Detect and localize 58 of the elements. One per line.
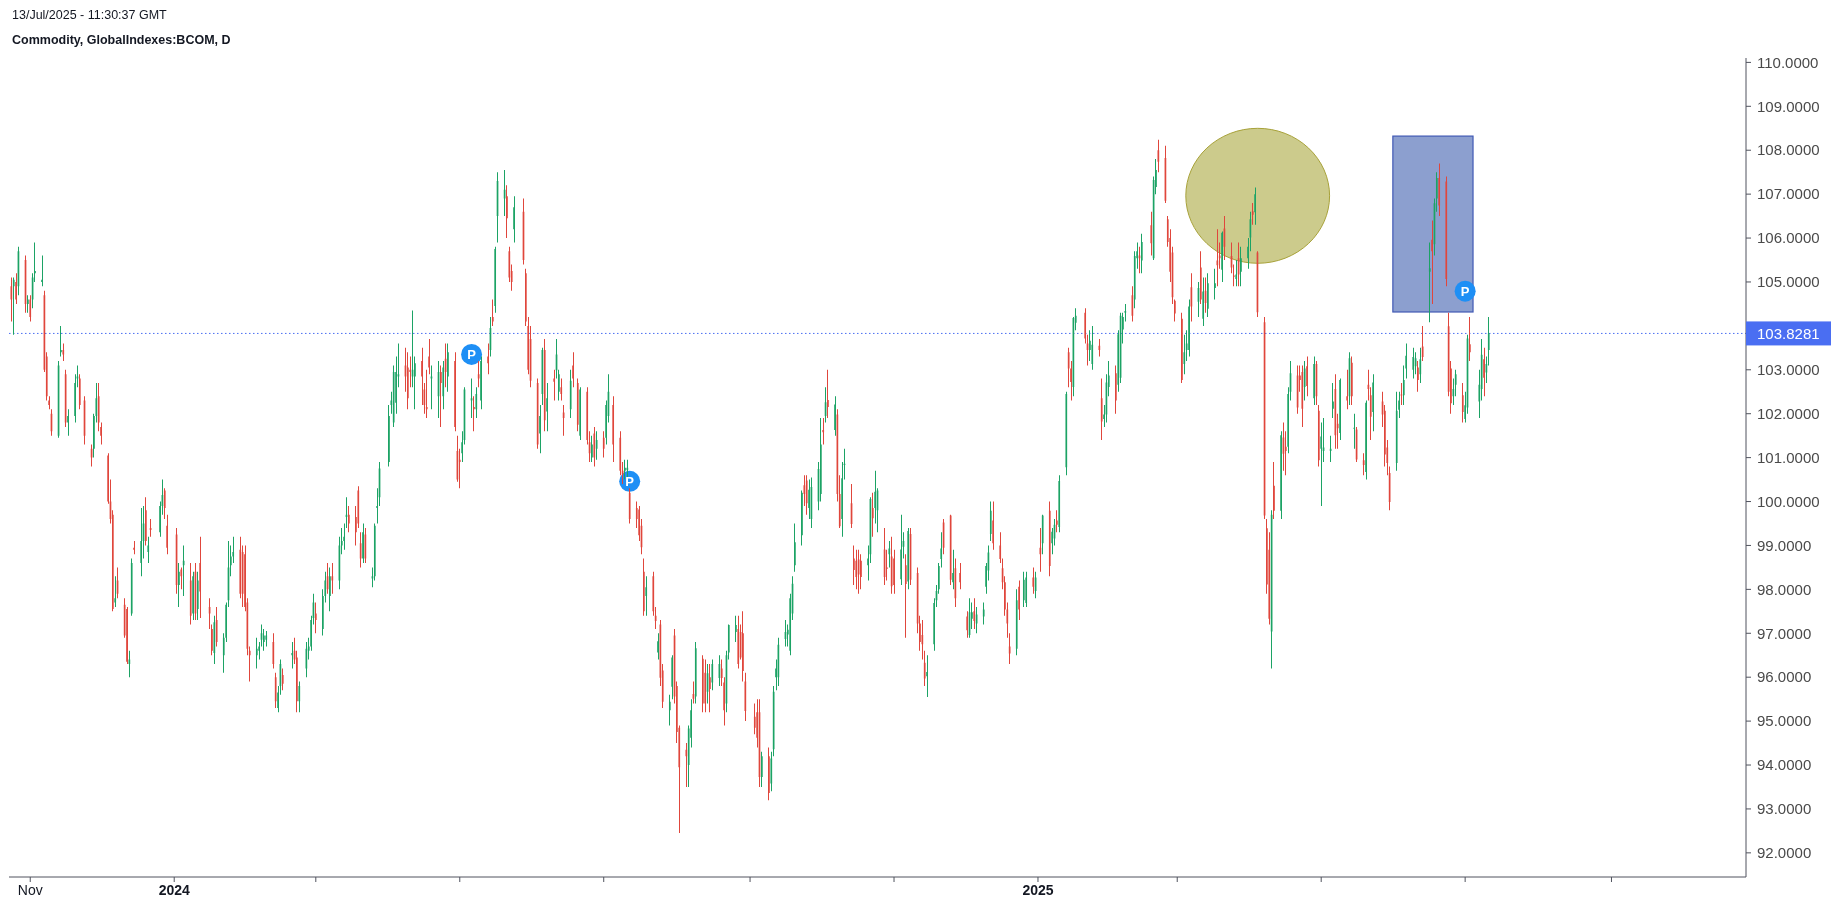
y-tick-label: 96.0000 bbox=[1757, 668, 1812, 686]
y-tick-label: 99.0000 bbox=[1757, 536, 1812, 554]
candlestick bbox=[1362, 453, 1365, 476]
candlestick bbox=[41, 255, 43, 287]
candlestick bbox=[1332, 382, 1334, 419]
candlestick bbox=[1428, 242, 1431, 323]
candlestick bbox=[1056, 510, 1058, 533]
candlestick bbox=[822, 418, 825, 445]
y-tick-label: 103.0000 bbox=[1757, 361, 1820, 379]
candlestick bbox=[114, 576, 117, 607]
candlestick bbox=[1216, 229, 1219, 287]
annotation: P bbox=[467, 347, 477, 363]
y-tick-label: 102.0000 bbox=[1757, 404, 1820, 422]
y-tick-label: 110.0000 bbox=[1757, 53, 1819, 71]
x-tick-label: Nov bbox=[17, 882, 43, 898]
candlestick bbox=[926, 655, 928, 697]
candlestick bbox=[827, 369, 829, 419]
candlestick bbox=[685, 743, 688, 787]
candlestick bbox=[473, 396, 475, 432]
candlestick bbox=[1431, 220, 1433, 304]
y-tick-label: 108.0000 bbox=[1757, 141, 1820, 159]
candlestick bbox=[1039, 527, 1042, 572]
candlestick bbox=[331, 563, 334, 594]
candlestick bbox=[1400, 382, 1403, 405]
y-tick-label: 105.0000 bbox=[1757, 273, 1820, 291]
y-tick-label: 97.0000 bbox=[1757, 624, 1812, 642]
ref-line-label: 103.8281 bbox=[1757, 324, 1820, 342]
chart-title: Commodity, GlobalIndexes:BCOM, D bbox=[12, 33, 231, 47]
y-tick-label: 106.0000 bbox=[1757, 229, 1820, 247]
x-tick-label: 2024 bbox=[158, 882, 190, 898]
candlestick bbox=[1214, 268, 1216, 300]
candlestick bbox=[1353, 413, 1356, 449]
text: 13/Jul/2025 - 11:30:37 GMT bbox=[12, 8, 168, 22]
candlestick bbox=[1251, 202, 1254, 225]
y-tick-label: 94.0000 bbox=[1757, 756, 1812, 774]
y-tick-label: 93.0000 bbox=[1757, 800, 1812, 818]
candlestick bbox=[1346, 369, 1348, 410]
annotation: P bbox=[625, 474, 635, 490]
y-tick-label: 101.0000 bbox=[1757, 448, 1820, 466]
y-tick-label: 100.0000 bbox=[1757, 492, 1820, 510]
y-tick-label: 98.0000 bbox=[1757, 580, 1812, 598]
candlestick bbox=[1320, 422, 1323, 506]
candlestick bbox=[430, 365, 433, 410]
candlestick bbox=[440, 365, 442, 427]
y-tick-label: 95.0000 bbox=[1757, 712, 1812, 730]
y-tick-label: 92.0000 bbox=[1757, 844, 1812, 862]
candlestick bbox=[470, 378, 473, 419]
candlestick bbox=[1469, 317, 1471, 362]
candlestick bbox=[60, 325, 62, 357]
candlestick bbox=[553, 369, 556, 401]
x-tick-label: 2025 bbox=[1022, 882, 1054, 898]
candlestick bbox=[477, 361, 480, 388]
annotation: P bbox=[1460, 283, 1470, 299]
candlestick bbox=[645, 576, 648, 616]
candlestick bbox=[291, 642, 294, 669]
candlestick bbox=[624, 459, 626, 480]
y-tick-label: 109.0000 bbox=[1757, 97, 1820, 115]
y-tick-label: 107.0000 bbox=[1757, 185, 1820, 203]
